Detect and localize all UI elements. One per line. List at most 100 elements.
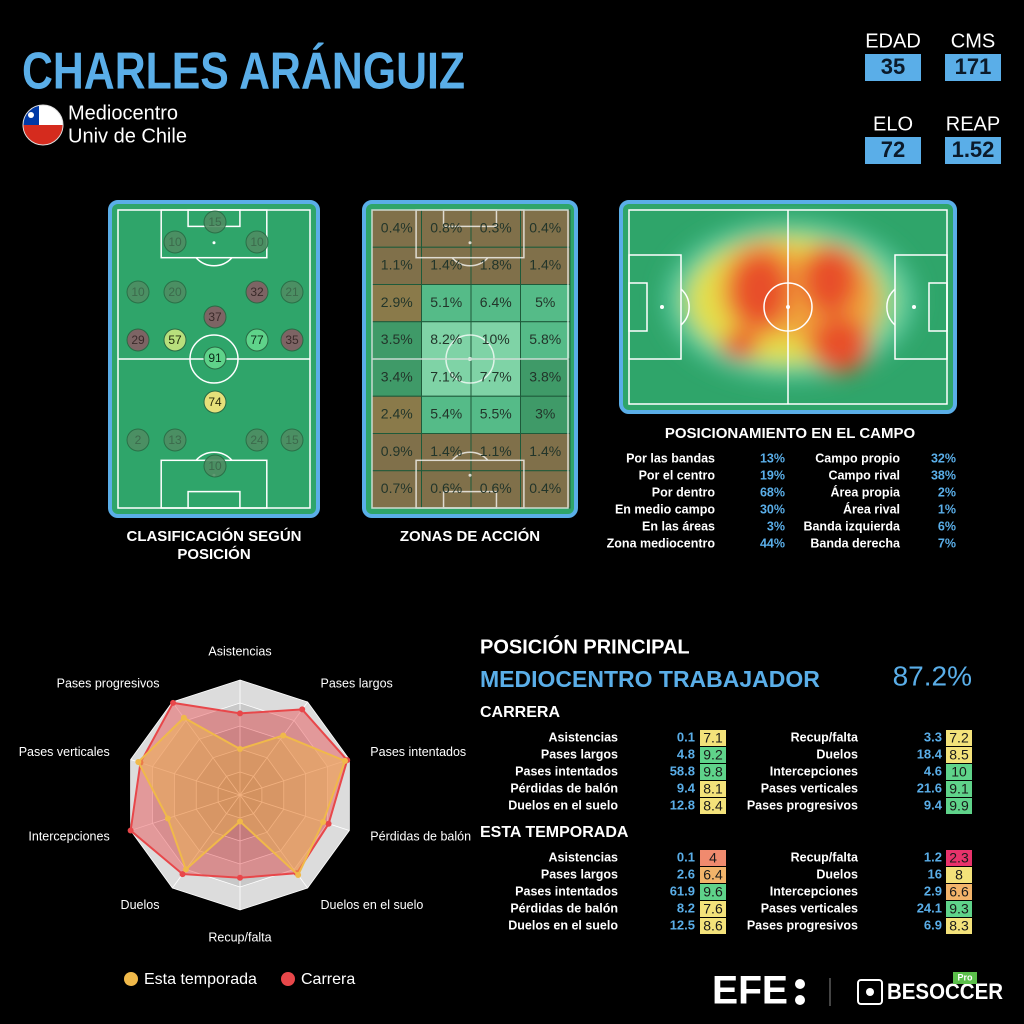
radar-point (299, 706, 306, 713)
zone-value: 6.4% (480, 294, 512, 310)
pitch-caption: POSICIÓN (177, 545, 250, 563)
pitch-line (195, 257, 233, 267)
score-value: 6.6 (949, 884, 969, 900)
zone-value: 5.5% (480, 406, 512, 422)
rating-value: 20 (168, 285, 182, 299)
pro-label: Pro (957, 972, 973, 982)
stat-name: Recup/falta (791, 730, 859, 744)
stat-name: Asistencias (549, 850, 619, 864)
stat-raw: 12.8 (670, 797, 695, 812)
zone-value: 2.9% (381, 294, 413, 310)
positioning-label: Área rival (843, 501, 900, 516)
score-box (700, 781, 726, 797)
pitch-line (442, 209, 498, 228)
rating-dot (203, 454, 227, 478)
positioning-value: 3% (767, 519, 785, 533)
score-box (700, 884, 726, 900)
score-value: 8.3 (949, 918, 969, 934)
score-box (700, 901, 726, 917)
zone-cell (520, 246, 571, 285)
radar-spoke (239, 759, 350, 796)
zone-value: 5.4% (430, 406, 462, 422)
player-club: Univ de Chile (68, 125, 187, 147)
efe-logo: EFE (712, 969, 788, 1013)
score-value: 9.1 (949, 781, 969, 797)
pitch-line (886, 288, 896, 326)
radar-point (237, 818, 243, 825)
zone-value: 7.1% (430, 368, 462, 384)
stat-name: Pases verticales (761, 901, 858, 915)
rating-value: 15 (285, 433, 299, 447)
stat-label: REAP (946, 113, 1000, 135)
stat-raw: 4.8 (677, 746, 695, 761)
zone-cell (421, 433, 472, 472)
stat-name: Duelos en el suelo (508, 918, 618, 932)
positioning-value: 32% (931, 451, 956, 465)
positioning-value: 19% (760, 468, 785, 482)
rating-dot (163, 280, 187, 304)
pitch-spot (212, 241, 216, 245)
positioning-label: Campo rival (828, 468, 900, 482)
stat-box (945, 54, 1001, 81)
stat-raw: 18.4 (917, 746, 943, 761)
radar-axis-label: Duelos (121, 898, 160, 912)
zone-cell (421, 209, 472, 248)
pitch-line (763, 282, 813, 332)
pitch-caption: ZONAS DE ACCIÓN (400, 527, 540, 545)
pitch-line (189, 334, 239, 384)
score-box (700, 867, 726, 883)
score-box (700, 764, 726, 780)
zone-value: 3.8% (529, 368, 561, 384)
radar-spoke (130, 759, 241, 796)
stat-name: Duelos en el suelo (508, 798, 618, 812)
score-box (946, 747, 972, 763)
rating-value: 10 (250, 235, 264, 249)
pitch-lines (371, 209, 569, 509)
zone-value: 3.4% (381, 368, 413, 384)
radar-point (237, 874, 243, 881)
score-box (700, 730, 726, 746)
stat-raw: 21.6 (917, 780, 942, 795)
positioning-label: Por las bandas (626, 451, 715, 465)
zone-value: 0.4% (529, 219, 561, 235)
stat-raw: 16 (928, 866, 942, 881)
rating-dot (126, 428, 150, 452)
positioning-value: 44% (760, 536, 785, 550)
score-box (946, 867, 972, 883)
zone-cell (520, 470, 571, 509)
radar-axis-label: Pases largos (321, 676, 393, 690)
zone-value: 1.1% (480, 443, 512, 459)
zone-value: 1.8% (480, 257, 512, 273)
score-box (946, 730, 972, 746)
score-box (946, 884, 972, 900)
zone-value: 5% (535, 294, 555, 310)
rating-dot (203, 390, 227, 414)
rating-value: 15 (208, 215, 222, 229)
player-name: CHARLES ARÁNGUIZ (22, 43, 465, 101)
zone-value: 0.4% (381, 219, 413, 235)
pitch-line (451, 257, 489, 267)
player-position: Mediocentro (68, 102, 178, 124)
besoccer-icon (857, 979, 883, 1005)
score-value: 8.5 (949, 747, 969, 763)
pitch-caption: CLASIFICACIÓN SEGÚN (126, 527, 301, 545)
score-value: 9.3 (949, 901, 969, 917)
rating-value: 13 (168, 433, 182, 447)
heat-blob (810, 317, 870, 373)
stat-value: 171 (955, 54, 992, 79)
zone-cell (470, 246, 521, 285)
pitch-spot (912, 305, 916, 309)
positioning-value: 13% (760, 451, 785, 465)
heatmap (628, 209, 948, 405)
rating-dot (245, 280, 269, 304)
radar-point (325, 820, 332, 827)
zone-cell (470, 321, 521, 360)
rating-value: 10 (168, 235, 182, 249)
pitch-line (928, 282, 948, 332)
zone-cell (520, 209, 571, 248)
radar-point (182, 866, 189, 873)
besoccer-icon-dot (866, 988, 874, 996)
positioning-value: 2% (938, 485, 956, 499)
stat-name: Duelos (816, 747, 858, 761)
